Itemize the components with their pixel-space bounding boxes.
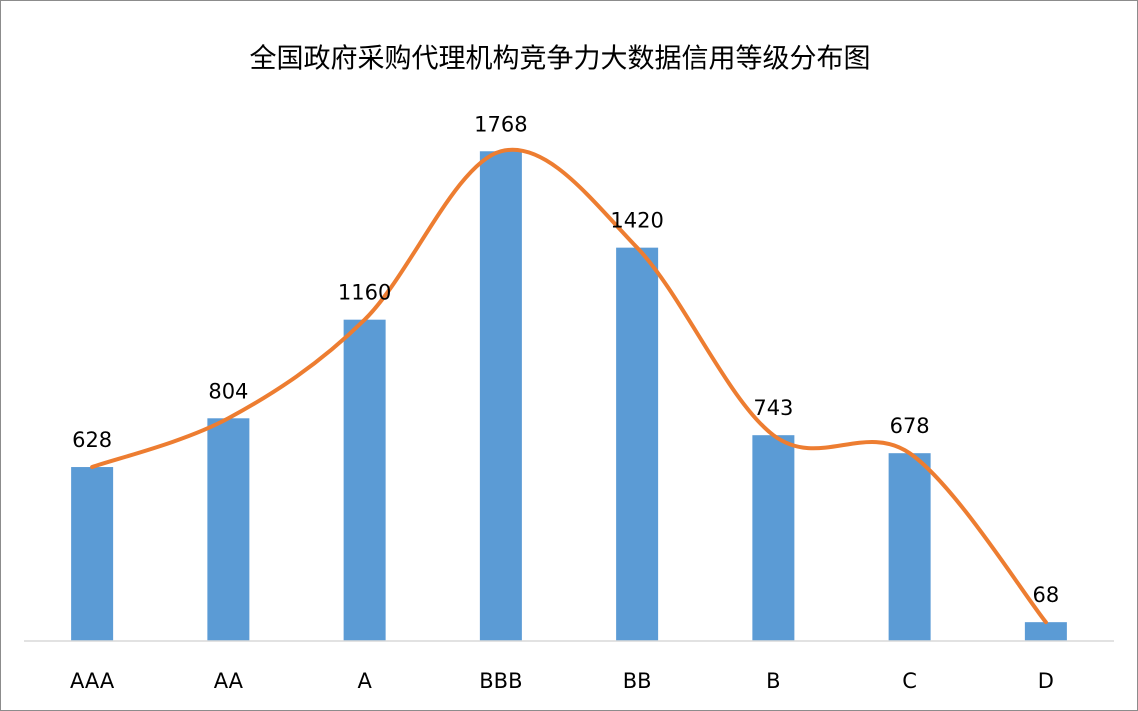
data-label: 743 bbox=[753, 396, 793, 420]
x-tick-label: AA bbox=[214, 669, 244, 693]
data-label: 1160 bbox=[338, 281, 391, 305]
chart-title: 全国政府采购代理机构竞争力大数据信用等级分布图 bbox=[250, 44, 871, 75]
x-tick-label: BBB bbox=[479, 669, 522, 693]
bar bbox=[479, 151, 522, 641]
bar bbox=[616, 247, 659, 641]
x-tick-label: C bbox=[902, 669, 917, 693]
data-label: 1420 bbox=[610, 209, 663, 233]
bar bbox=[752, 435, 795, 641]
x-tick-label: D bbox=[1038, 669, 1054, 693]
x-tick-label: B bbox=[766, 669, 780, 693]
bar bbox=[71, 467, 114, 641]
x-tick-label: BB bbox=[623, 669, 652, 693]
bar bbox=[888, 453, 931, 641]
x-tick-label: A bbox=[357, 669, 372, 693]
bar bbox=[207, 418, 250, 641]
data-label: 1768 bbox=[474, 112, 527, 136]
bar bbox=[1024, 622, 1067, 641]
data-label: 628 bbox=[72, 428, 112, 452]
data-label: 68 bbox=[1033, 583, 1060, 607]
bar bbox=[343, 319, 386, 641]
trend-line bbox=[90, 147, 1048, 625]
data-label: 804 bbox=[208, 379, 248, 403]
x-tick-label: AAA bbox=[70, 669, 115, 693]
data-label: 678 bbox=[890, 414, 930, 438]
